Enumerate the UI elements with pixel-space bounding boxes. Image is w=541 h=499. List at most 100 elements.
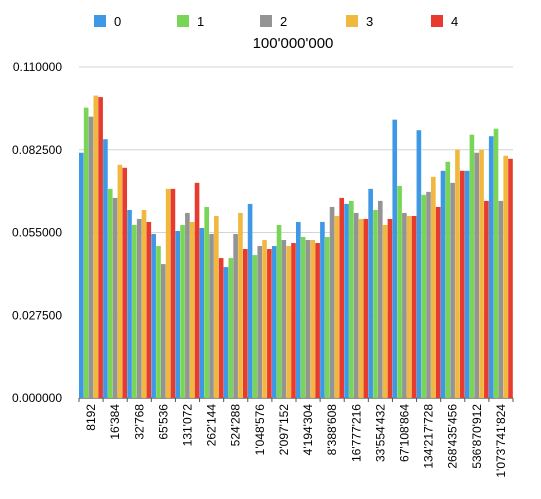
bar-4-1'048'576 [267, 249, 272, 398]
bar-3-2'097'152 [286, 246, 291, 398]
bar-3-33'554'432 [382, 224, 388, 398]
x-tick-label: 32'768 [132, 404, 146, 440]
bar-4-16'384 [122, 167, 128, 398]
bar-0-131'072 [175, 231, 181, 398]
legend-swatch-3 [346, 15, 358, 27]
bar-0-65'536 [151, 234, 156, 398]
bar-1-1'048'576 [252, 255, 258, 398]
bar-1-524'288 [228, 258, 234, 398]
legend-label-2: 2 [280, 14, 287, 29]
bar-1-2'097'152 [276, 224, 282, 398]
bar-2-536'870'912 [474, 152, 480, 398]
bar-2-4'194'304 [305, 240, 311, 398]
x-tick-label: 536'870'912 [470, 404, 484, 469]
x-tick-label: 8192 [84, 404, 98, 431]
bar-1-16'384 [107, 188, 113, 398]
bar-1-268'435'456 [445, 161, 451, 398]
x-tick-label: 134'217'728 [422, 404, 436, 469]
x-tick-label: 65'536 [156, 404, 170, 440]
bar-4-524'288 [242, 249, 248, 398]
bar-4-16'777'216 [363, 218, 369, 398]
bar-0-67'108'864 [392, 119, 398, 398]
bar-4-65'536 [170, 188, 176, 398]
legend-swatch-2 [260, 15, 272, 27]
bar-4-33'554'432 [387, 218, 393, 398]
bar-3-1'048'576 [262, 240, 267, 398]
legend-label-3: 3 [366, 14, 373, 29]
x-tick-label: 1'048'576 [253, 404, 267, 456]
bar-2-65'536 [160, 264, 166, 398]
bar-3-131'072 [189, 221, 195, 398]
x-tick-label: 268'435'456 [446, 404, 460, 469]
bar-4-1'073'741'824 [508, 158, 513, 398]
bar-2-134'217'728 [426, 191, 431, 398]
bar-3-1'073'741'824 [503, 155, 508, 398]
y-tick-label: 0.055000 [12, 226, 62, 240]
legend-swatch-4 [431, 15, 443, 27]
bar-3-8192 [93, 95, 99, 398]
x-axis: 8192 16'384 32'768 65'536 131'072 262'144 524'… [78, 398, 514, 478]
legend-label-1: 1 [197, 14, 204, 29]
bar-2-268'435'456 [450, 182, 455, 398]
bar-2-524'288 [233, 234, 238, 398]
bar-1-8'388'608 [324, 237, 330, 398]
x-tick-label: 16'384 [108, 404, 122, 440]
bar-3-536'870'912 [479, 149, 484, 398]
bar-2-33'554'432 [377, 200, 383, 398]
bar-4-268'435'456 [459, 170, 465, 398]
x-tick-label: 33'554'432 [373, 404, 387, 462]
bar-0-262'144 [199, 227, 205, 398]
bar-1-262'144 [204, 206, 209, 398]
bar-2-131'072 [185, 212, 190, 398]
legend-label-4: 4 [451, 14, 458, 29]
bar-1-32'768 [132, 224, 137, 398]
bar-1-131'072 [180, 224, 185, 398]
bar-4-536'870'912 [484, 200, 489, 398]
bar-4-8192 [98, 97, 103, 398]
bar-0-268'435'456 [440, 170, 446, 398]
y-axis: 0.000000 0.027500 0.055000 0.082500 0.110000 [12, 60, 62, 405]
chart-title: 100'000'000 [253, 35, 334, 52]
bar-3-16'384 [117, 164, 123, 398]
bar-2-67'108'864 [402, 212, 407, 398]
bar-2-262'144 [209, 234, 214, 398]
bar-3-262'144 [214, 215, 219, 398]
y-tick-label: 0.110000 [13, 60, 62, 74]
bar-4-262'144 [218, 258, 224, 398]
bar-3-32'768 [141, 209, 147, 398]
bar-3-4'194'304 [310, 240, 316, 398]
bar-4-8'388'608 [339, 197, 345, 398]
bar-1-1'073'741'824 [493, 128, 499, 398]
bar-0-2'097'152 [271, 246, 277, 398]
bar-0-32'768 [127, 209, 132, 398]
bar-3-67'108'864 [406, 215, 412, 398]
bar-4-134'217'728 [435, 206, 441, 398]
bar-4-2'097'152 [291, 243, 296, 398]
bar-2-16'384 [112, 197, 118, 398]
bar-1-4'194'304 [300, 237, 306, 398]
bar-1-16'777'216 [349, 200, 354, 398]
bar-2-1'048'576 [257, 246, 263, 398]
bar-0-8192 [79, 152, 84, 398]
x-tick-label: 2'097'152 [277, 404, 291, 456]
legend-label-0: 0 [114, 14, 121, 29]
bar-1-67'108'864 [397, 185, 402, 398]
bar-3-524'288 [238, 212, 243, 398]
bar-3-268'435'456 [455, 149, 460, 398]
x-tick-label: 1'073'741'824 [494, 404, 508, 478]
bar-4-131'072 [194, 182, 200, 398]
bar-0-536'870'912 [464, 170, 470, 398]
bar-0-16'384 [103, 139, 108, 398]
x-tick-label: 262'144 [205, 404, 219, 447]
bar-2-16'777'216 [353, 212, 359, 398]
bar-2-32'768 [136, 218, 142, 398]
x-tick-label: 4'194'304 [301, 404, 315, 456]
bar-0-8'388'608 [320, 221, 325, 398]
bar-2-8'388'608 [329, 206, 335, 398]
x-tick-label: 524'288 [229, 404, 243, 447]
bars [79, 95, 513, 399]
bar-4-67'108'864 [411, 215, 417, 398]
bar-1-536'870'912 [469, 134, 475, 398]
bar-1-134'217'728 [421, 194, 426, 398]
